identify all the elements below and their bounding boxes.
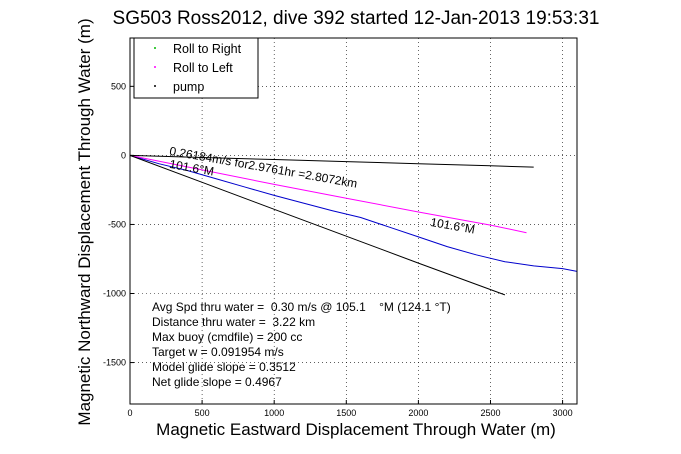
y-tick-label: -1000 xyxy=(103,289,126,299)
annotation-label: 101.6°M xyxy=(429,215,476,237)
tick-labels: 0 500 1000 1500 2000 2500 3000 -1500 -1000 -500 0 5… xyxy=(103,81,573,418)
x-tick-label: 2500 xyxy=(480,408,500,418)
series-line-0 xyxy=(129,154,578,272)
legend-label: Roll to Left xyxy=(173,61,233,75)
series-line-1 xyxy=(129,154,527,234)
y-tick-label: -500 xyxy=(108,219,126,229)
stat-line: Net glide slope = 0.4967 xyxy=(152,375,282,389)
stat-line: Avg Spd thru water = 0.30 m/s @ 105.1 °M… xyxy=(152,300,451,314)
chart-title: SG503 Ross2012, dive 392 started 12-Jan-… xyxy=(113,8,600,29)
stat-line: Distance thru water = 3.22 km xyxy=(152,315,315,329)
x-tick-label: 1500 xyxy=(336,408,356,418)
x-axis-label: Magnetic Eastward Displacement Through W… xyxy=(156,420,556,439)
stat-line: Max buoy (cmdfile) = 200 cc xyxy=(152,330,302,344)
stats-block: Avg Spd thru water = 0.30 m/s @ 105.1 °M… xyxy=(152,300,451,389)
x-tick-label: 3000 xyxy=(553,408,573,418)
plot-frame xyxy=(129,37,578,405)
y-tick-label: 0 xyxy=(121,150,126,160)
series-layer xyxy=(129,154,578,296)
y-tick-label: -1500 xyxy=(103,358,126,368)
stat-line: Target w = 0.091954 m/s xyxy=(152,345,284,359)
x-tick-label: 1000 xyxy=(264,408,284,418)
legend-label: pump xyxy=(173,80,204,94)
legend-marker xyxy=(154,85,156,87)
x-tick-label: 2000 xyxy=(408,408,428,418)
annotations: 0.26184m/s for2.9761hr =2.8072km101.6°M1… xyxy=(168,144,476,237)
series-line-3 xyxy=(129,154,506,296)
y-tick-label: 500 xyxy=(111,81,126,91)
legend: Roll to Right Roll to Left pump xyxy=(133,37,259,99)
legend-marker xyxy=(154,47,156,49)
stat-line: Model glide slope = 0.3512 xyxy=(152,360,296,374)
legend-marker xyxy=(154,66,156,68)
x-tick-label: 500 xyxy=(195,408,210,418)
legend-label: Roll to Right xyxy=(173,42,242,56)
x-tick-label: 0 xyxy=(127,408,132,418)
y-axis-label: Magnetic Northward Displacement Through … xyxy=(75,18,94,425)
series-line-2 xyxy=(129,154,534,168)
